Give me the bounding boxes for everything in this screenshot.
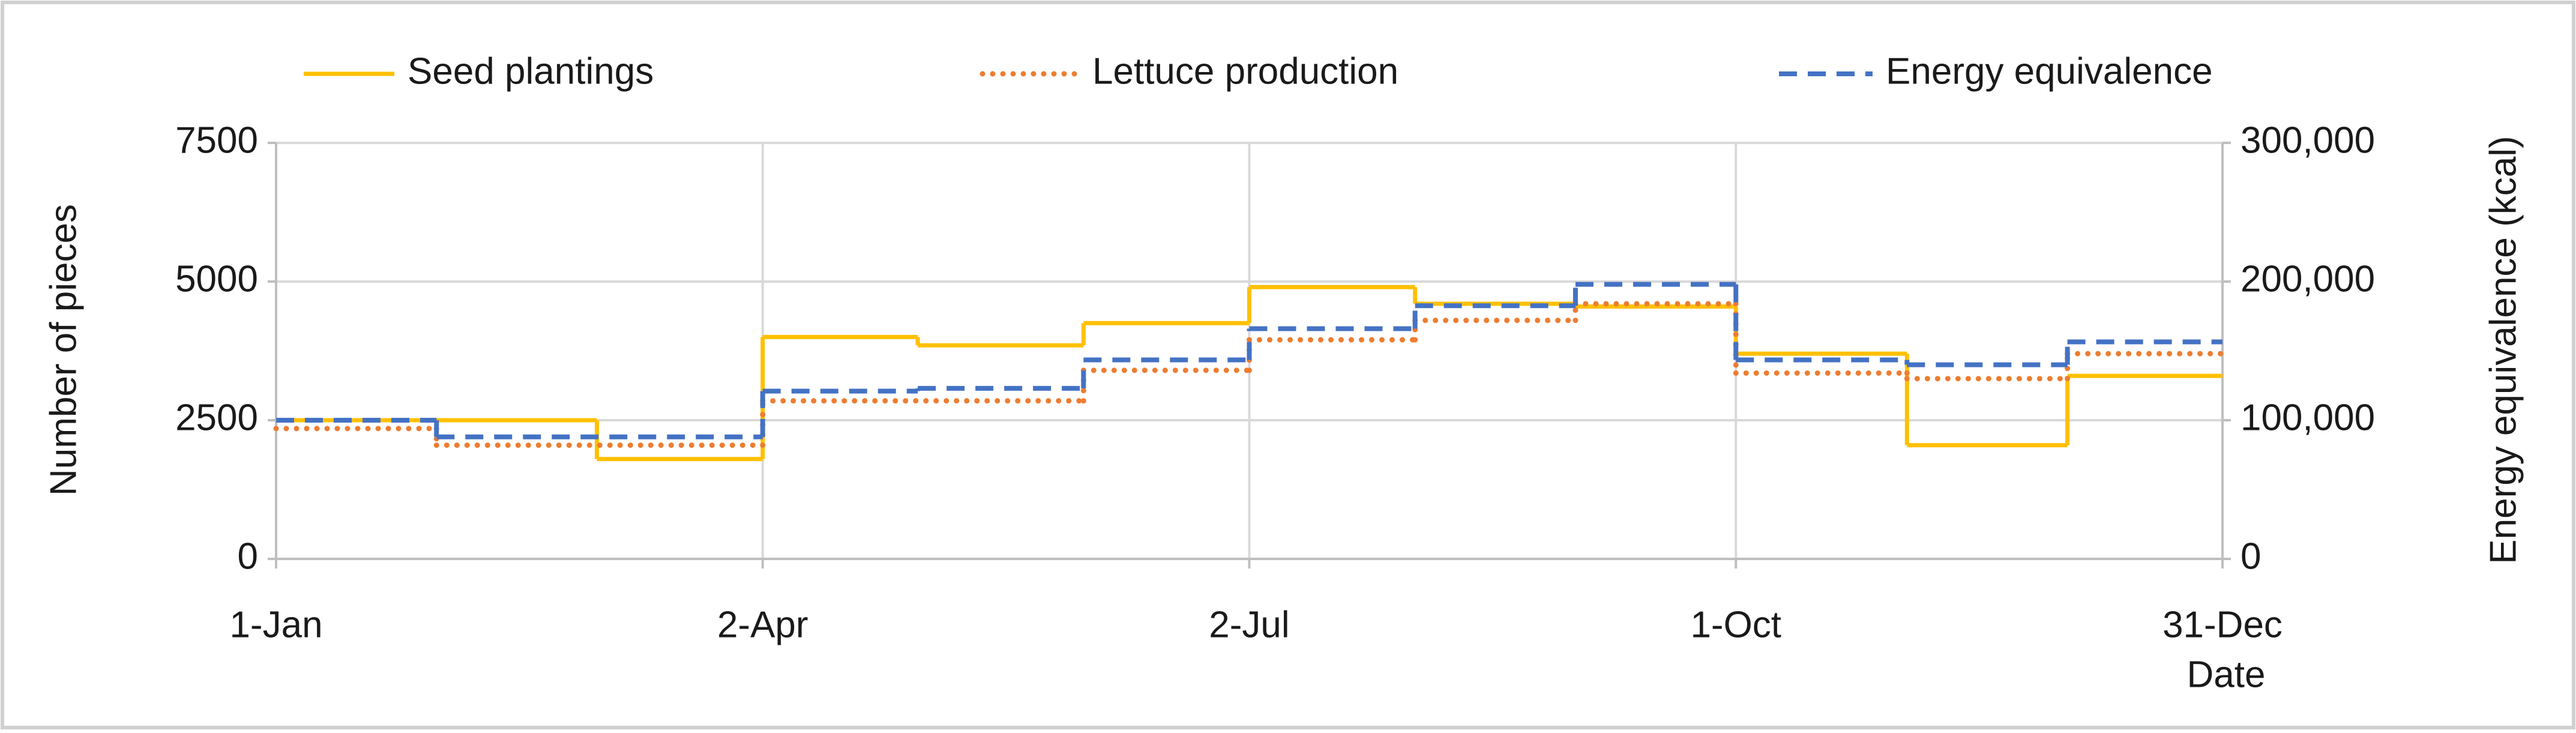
x-tick-label: 31-Dec	[2162, 604, 2283, 645]
x-tick-label: 1-Jan	[229, 604, 322, 645]
legend-label: Seed plantings	[408, 50, 654, 92]
y-axis-title: Number of pieces	[43, 204, 84, 496]
y2-tick-label: 300,000	[2240, 119, 2375, 161]
y-tick-label: 0	[238, 535, 258, 577]
legend-label: Lettuce production	[1092, 50, 1398, 92]
y-tick-label: 7500	[175, 119, 258, 161]
y-tick-label: 5000	[175, 258, 258, 300]
x-tick-label: 1-Oct	[1690, 604, 1781, 645]
legend-label: Energy equivalence	[1886, 50, 2213, 92]
x-axis-title: Date	[2187, 654, 2266, 695]
y2-tick-label: 0	[2240, 535, 2261, 577]
y2-tick-label: 200,000	[2240, 258, 2375, 300]
x-tick-label: 2-Apr	[717, 604, 808, 645]
y2-tick-label: 100,000	[2240, 397, 2375, 438]
y2-axis-title: Energy equivalence (kcal)	[2482, 136, 2524, 564]
y-tick-label: 2500	[175, 397, 258, 438]
x-tick-label: 2-Jul	[1209, 604, 1289, 645]
